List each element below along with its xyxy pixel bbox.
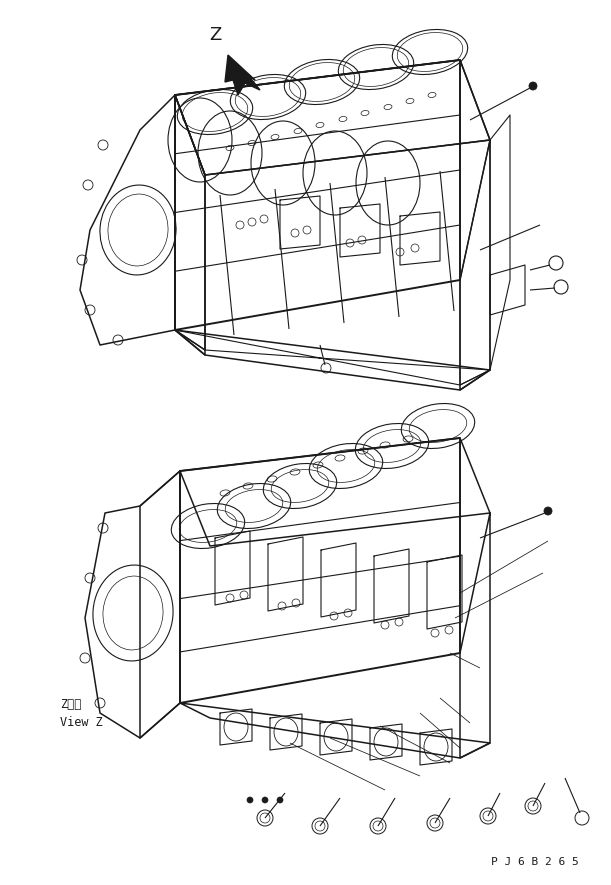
Text: Z　視: Z 視 [60,698,81,712]
Ellipse shape [247,797,253,803]
Text: Z: Z [209,26,221,44]
Ellipse shape [262,797,268,803]
Ellipse shape [277,797,283,803]
Ellipse shape [529,82,537,90]
Text: P J 6 B 2 6 5: P J 6 B 2 6 5 [491,857,579,867]
Text: View Z: View Z [60,715,103,728]
Ellipse shape [544,507,552,515]
Polygon shape [225,55,260,95]
